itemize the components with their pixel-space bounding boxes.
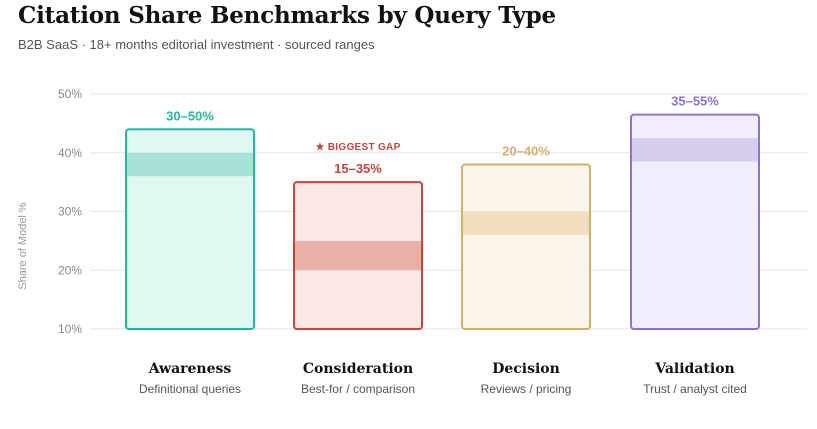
y-axis-label: Share of Model % [17,202,29,290]
range-label: 20–40% [502,144,550,159]
y-tick-label: 20% [58,263,82,277]
biggest-gap-annotation: ★ BIGGEST GAP [315,142,400,153]
category-subtitle: Reviews / pricing [481,382,572,396]
category-subtitle: Trust / analyst cited [643,382,747,396]
range-label: 35–55% [671,94,719,109]
bar-validation [630,113,760,330]
y-tick-label: 30% [58,205,82,219]
bar-band-decision [463,211,589,235]
chart-title: Citation Share Benchmarks by Query Type [18,2,556,29]
y-tick-label: 50% [58,87,82,101]
range-label: 15–35% [334,161,382,176]
y-tick-label: 10% [58,322,82,336]
bar-band-validation [632,138,758,162]
bar-band-consideration [295,240,421,271]
chart-subtitle: B2B SaaS · 18+ months editorial investme… [18,37,375,52]
category-subtitle: Definitional queries [139,382,241,396]
range-label: 30–50% [166,108,214,123]
category-label: Awareness [148,361,232,377]
bar-decision [461,163,591,330]
category-label: Decision [492,361,560,377]
bar-band-awareness [127,152,253,177]
y-tick-label: 40% [58,146,82,160]
bar-awareness [125,128,255,330]
category-subtitle: Best-for / comparison [301,382,415,396]
category-label: Validation [654,361,734,377]
category-label: Consideration [303,361,413,377]
